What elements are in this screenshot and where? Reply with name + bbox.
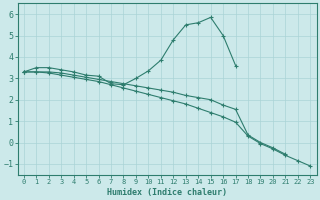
X-axis label: Humidex (Indice chaleur): Humidex (Indice chaleur) — [107, 188, 227, 197]
